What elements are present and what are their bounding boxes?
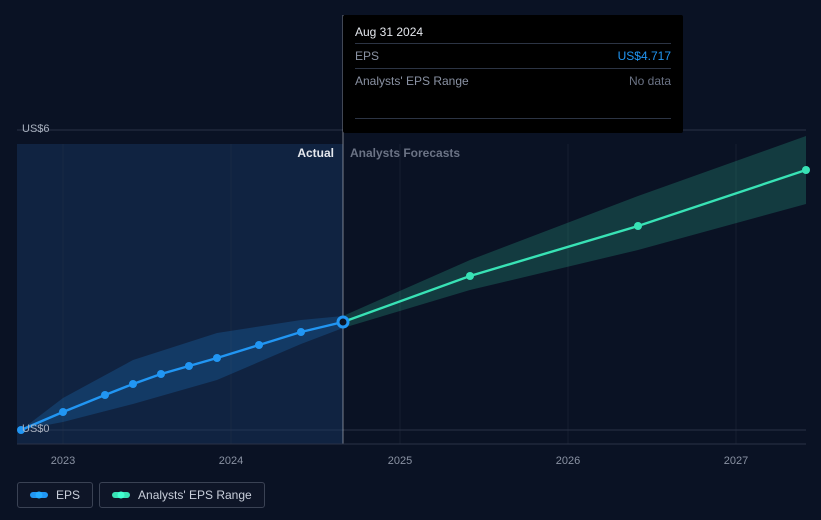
tooltip-label: Analysts' EPS Range — [355, 72, 469, 90]
tooltip-value: No data — [629, 72, 671, 90]
x-tick-label: 2027 — [724, 455, 748, 467]
y-tick-label: US$6 — [22, 123, 50, 135]
legend-swatch — [30, 492, 48, 498]
x-tick-label: 2025 — [388, 455, 412, 467]
tooltip-row-range: Analysts' EPS Range No data — [355, 68, 671, 90]
tooltip-row-eps: EPS US$4.717 — [355, 43, 671, 65]
tooltip-title: Aug 31 2024 — [355, 25, 671, 39]
legend-swatch — [112, 492, 130, 498]
y-tick-label: US$0 — [22, 423, 50, 435]
chart-tooltip: Aug 31 2024 EPS US$4.717 Analysts' EPS R… — [343, 15, 683, 133]
x-tick-label: 2023 — [51, 455, 75, 467]
section-label-actual: Actual — [297, 146, 334, 160]
section-label-forecast: Analysts Forecasts — [350, 146, 460, 160]
x-tick-label: 2024 — [219, 455, 243, 467]
legend-item-eps[interactable]: EPS — [17, 482, 93, 508]
legend-label: EPS — [56, 488, 80, 502]
tooltip-value: US$4.717 — [618, 47, 671, 65]
x-tick-label: 2026 — [556, 455, 580, 467]
chart-legend: EPS Analysts' EPS Range — [17, 482, 265, 508]
legend-item-range[interactable]: Analysts' EPS Range — [99, 482, 265, 508]
legend-label: Analysts' EPS Range — [138, 488, 252, 502]
tooltip-label: EPS — [355, 47, 379, 65]
eps-forecast-chart: { "chart": { "type": "line-with-range", … — [0, 0, 821, 520]
